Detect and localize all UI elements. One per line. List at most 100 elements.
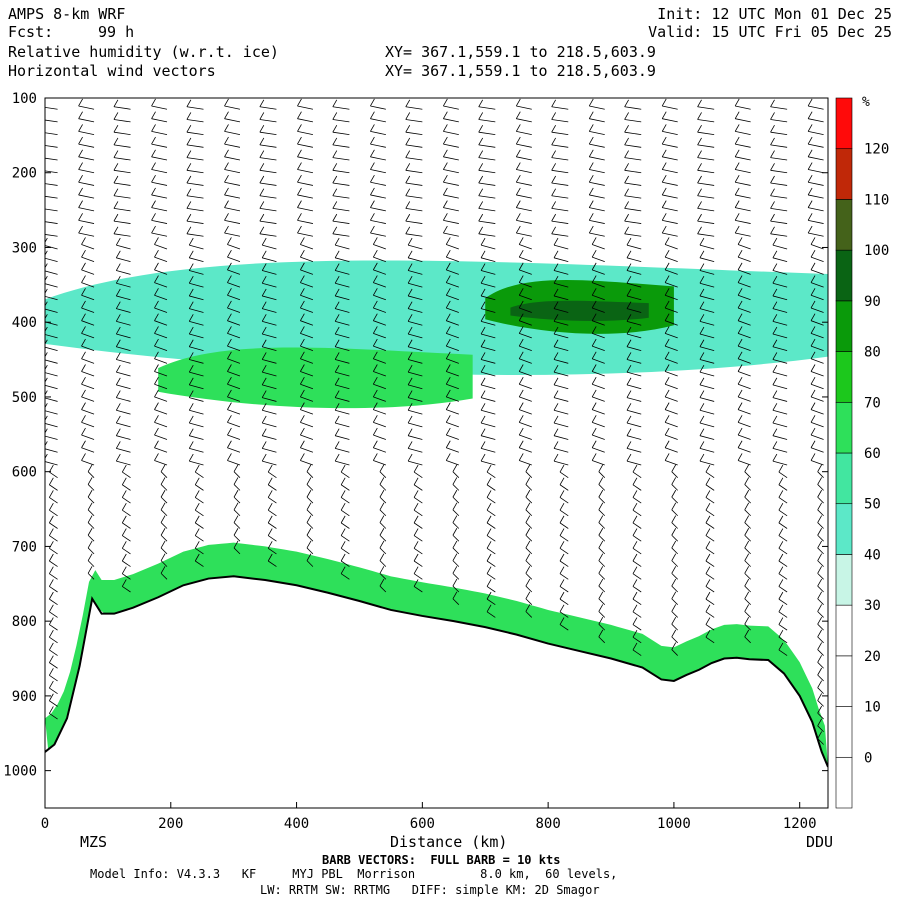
wind-barb	[87, 540, 95, 555]
wind-barb	[588, 225, 605, 237]
wind-barb	[480, 364, 496, 377]
wind-barb	[480, 441, 496, 453]
wind-barb	[407, 364, 423, 377]
wind-barb	[486, 464, 496, 478]
wind-barb	[115, 390, 131, 402]
wind-barb	[598, 489, 606, 504]
wind-barb	[770, 175, 788, 186]
wind-barb	[115, 326, 131, 339]
wind-barb	[553, 415, 569, 428]
wind-barb	[778, 477, 788, 491]
model-title: AMPS 8-km WRF	[8, 5, 126, 23]
wind-barb	[188, 276, 204, 288]
wind-barb	[598, 578, 606, 593]
wind-barb	[227, 453, 241, 466]
wind-barb	[334, 276, 350, 288]
wind-barb	[697, 163, 715, 174]
wind-barb	[772, 276, 788, 288]
wind-barb	[807, 225, 824, 237]
colorbar-label: 0	[864, 750, 872, 766]
xy-line-2: XY= 367.1,559.1 to 218.5,603.9	[385, 62, 656, 80]
wind-barb	[591, 415, 605, 428]
colorbar-swatch	[835, 604, 853, 657]
wind-barb	[480, 403, 496, 415]
wind-barb	[626, 403, 642, 415]
wind-barb	[413, 515, 423, 529]
wind-barb	[48, 490, 58, 504]
x-tick-label: 600	[410, 816, 435, 832]
wind-barb	[405, 213, 423, 224]
y-tick-label: 800	[12, 614, 37, 630]
wind-barb	[705, 579, 715, 593]
wind-barb	[591, 427, 605, 440]
wind-barb	[525, 464, 533, 478]
wind-barb	[591, 275, 605, 288]
wind-barb	[160, 464, 168, 478]
wind-barb	[370, 124, 386, 136]
wind-barb	[297, 98, 313, 110]
wind-barb	[445, 326, 459, 339]
wind-barb	[87, 477, 95, 491]
wind-barb	[480, 276, 496, 288]
wind-barb	[817, 566, 824, 580]
wind-barb	[188, 377, 204, 390]
wind-barb	[661, 213, 678, 224]
wind-barb	[413, 553, 423, 567]
wind-barb	[525, 604, 533, 618]
wind-barb	[78, 213, 95, 224]
wind-barb	[194, 553, 204, 567]
wind-barb	[186, 150, 204, 161]
wind-barb	[407, 250, 423, 263]
wind-barb	[515, 162, 532, 174]
wind-barb	[48, 591, 58, 606]
wind-barb	[518, 427, 532, 440]
wind-barb	[115, 428, 131, 440]
wind-barb	[121, 502, 131, 517]
wind-barb	[588, 175, 605, 186]
wind-barb	[810, 326, 824, 339]
wind-barb	[817, 591, 824, 605]
wind-barb	[227, 415, 241, 428]
wind-barb	[113, 137, 131, 148]
wind-barb	[113, 175, 131, 186]
wind-barb	[48, 502, 58, 517]
wind-barb	[518, 262, 532, 275]
wind-barb	[518, 338, 532, 351]
wind-barb	[697, 175, 715, 186]
wind-barb	[300, 237, 314, 250]
wind-barb	[443, 175, 459, 186]
wind-barb	[45, 188, 58, 199]
colorbar-unit: %	[862, 95, 870, 110]
wind-barb	[734, 162, 751, 174]
wind-barb	[525, 477, 533, 491]
wind-barb	[591, 402, 605, 415]
wind-barb	[300, 453, 314, 466]
wind-barb	[664, 300, 678, 313]
wind-barb	[194, 515, 204, 529]
wind-barb	[559, 617, 569, 631]
wind-barb	[553, 390, 569, 402]
wind-barb	[115, 288, 131, 301]
wind-barb	[261, 441, 277, 453]
wind-barb	[632, 464, 642, 478]
wind-barb	[306, 477, 314, 491]
wind-barb	[78, 200, 95, 212]
wind-barb	[372, 237, 387, 250]
wind-barb	[772, 352, 788, 364]
wind-barb	[334, 263, 350, 275]
wind-barb	[372, 377, 387, 390]
wind-barb	[661, 149, 678, 161]
wind-barb	[807, 98, 824, 110]
wind-barb	[121, 579, 131, 593]
wind-barb	[671, 489, 678, 504]
wind-barb	[664, 364, 678, 377]
wind-barb	[671, 528, 678, 542]
wind-barb	[370, 149, 386, 161]
wind-barb	[334, 250, 350, 263]
wind-barb	[379, 578, 387, 593]
wind-barb	[588, 162, 605, 174]
wind-barb	[297, 149, 313, 161]
wind-barb	[334, 390, 350, 402]
wind-barb	[334, 352, 350, 364]
wind-barb	[224, 200, 241, 212]
